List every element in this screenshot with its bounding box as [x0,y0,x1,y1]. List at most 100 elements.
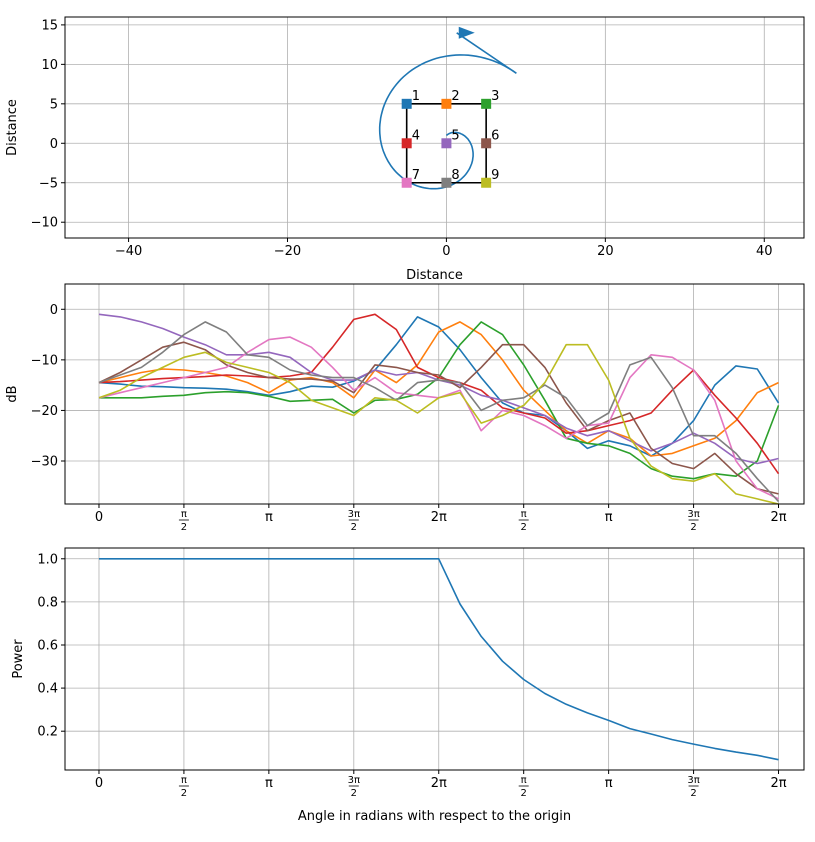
x-tick-numerator: 3π [348,775,360,786]
y-tick-label: 0 [50,303,58,318]
x-tick-denominator: 2 [690,788,696,799]
y-tick-label: 0.4 [37,682,58,697]
x-tick-numerator: π [181,509,187,520]
x-tick-label: 40 [756,244,773,259]
y-tick-label: −20 [31,404,58,419]
grid [65,548,804,770]
x-tick-label: π [265,510,273,525]
point-marker-4 [401,138,412,149]
plot-frame [64,547,805,771]
point-marker-1 [401,98,412,109]
x-tick-denominator: 2 [521,788,527,799]
panel-map: 1 2 3 4 5 6 7 8 9 −40 −20 0 20 40 −10 −5 0 5 10 15 Distanc… [5,16,805,283]
x-tick-label: 0 [442,244,450,259]
x-axis-label: Distance [406,268,463,283]
point-marker-9 [481,177,492,188]
x-tick-label: π2 [518,509,529,533]
y-tick-label: 0.2 [37,725,58,740]
x-tick-label: 0 [95,776,103,791]
point-label: 3 [491,89,499,104]
point-label: 6 [491,128,499,143]
x-tick-numerator: π [521,775,527,786]
x-tick-denominator: 2 [351,788,357,799]
x-tick-label: π [605,510,613,525]
x-tick-label: 3π2 [687,509,699,533]
y-tick-label: 10 [41,58,58,73]
x-tick-denominator: 2 [181,788,187,799]
series-line-8 [98,321,780,503]
point-label: 5 [451,128,459,143]
y-axis-label: dB [5,385,20,402]
y-tick-label: −10 [31,353,58,368]
x-tick-label: −40 [115,244,142,259]
point-marker-3 [481,98,492,109]
marks [99,558,779,761]
x-tick-label: 20 [597,244,614,259]
spiral-path [378,32,517,190]
x-tick-label: 3π2 [687,775,699,799]
plot-frame [64,16,805,239]
point-label: 2 [451,89,459,104]
x-tick-label: π [605,776,613,791]
y-tick-label: 5 [50,97,58,112]
series-line-4 [98,313,780,475]
x-tick-label: π [265,776,273,791]
plot-frame [64,283,805,505]
x-tick-label: π2 [518,775,529,799]
x-tick-denominator: 2 [521,522,527,533]
marks: 1 2 3 4 5 6 7 8 9 [378,26,517,190]
point-marker-5 [441,138,452,149]
y-axis-label: Power [11,639,26,679]
grid [65,17,804,238]
point-label: 9 [491,168,499,183]
series-line-1 [98,316,780,457]
x-axis-label: Angle in radians with respect to the ori… [298,809,571,824]
y-tick-label: 1.0 [37,552,58,567]
y-tick-label: 0 [50,137,58,152]
x-tick-numerator: π [181,775,187,786]
series-line-1 [99,558,779,761]
x-tick-numerator: π [521,509,527,520]
point-marker-7 [401,177,412,188]
point-marker-2 [441,98,452,109]
x-tick-denominator: 2 [351,522,357,533]
point-label: 1 [412,89,420,104]
y-tick-label: −30 [31,455,58,470]
x-tick-numerator: 3π [348,509,360,520]
x-tick-label: 3π2 [348,775,360,799]
x-tick-label: π2 [178,775,189,799]
x-tick-denominator: 2 [690,522,696,533]
point-label: 7 [412,168,420,183]
x-tick-numerator: 3π [687,775,699,786]
x-tick-label: 2π [431,510,447,525]
y-tick-label: 0.8 [37,595,58,610]
series-line-9 [98,343,779,505]
spiral-arrow-head [458,26,475,39]
point-marker-8 [441,177,452,188]
point-marker-6 [481,138,492,149]
marks [98,313,780,505]
y-tick-label: −5 [39,176,58,191]
x-tick-label: −20 [274,244,301,259]
x-tick-label: 2π [770,776,786,791]
grid [65,284,804,504]
y-tick-label: 15 [41,18,58,33]
series-line-6 [98,341,779,495]
y-axis-label: Distance [5,99,20,156]
x-tick-label: π2 [178,509,189,533]
point-label: 4 [412,128,420,143]
x-tick-label: 2π [431,776,447,791]
y-tick-label: 0.6 [37,638,58,653]
x-tick-label: 0 [95,510,103,525]
x-tick-numerator: 3π [687,509,699,520]
x-tick-label: 2π [770,510,786,525]
y-tick-label: −10 [31,216,58,231]
series-line-2 [98,321,779,457]
x-tick-denominator: 2 [181,522,187,533]
